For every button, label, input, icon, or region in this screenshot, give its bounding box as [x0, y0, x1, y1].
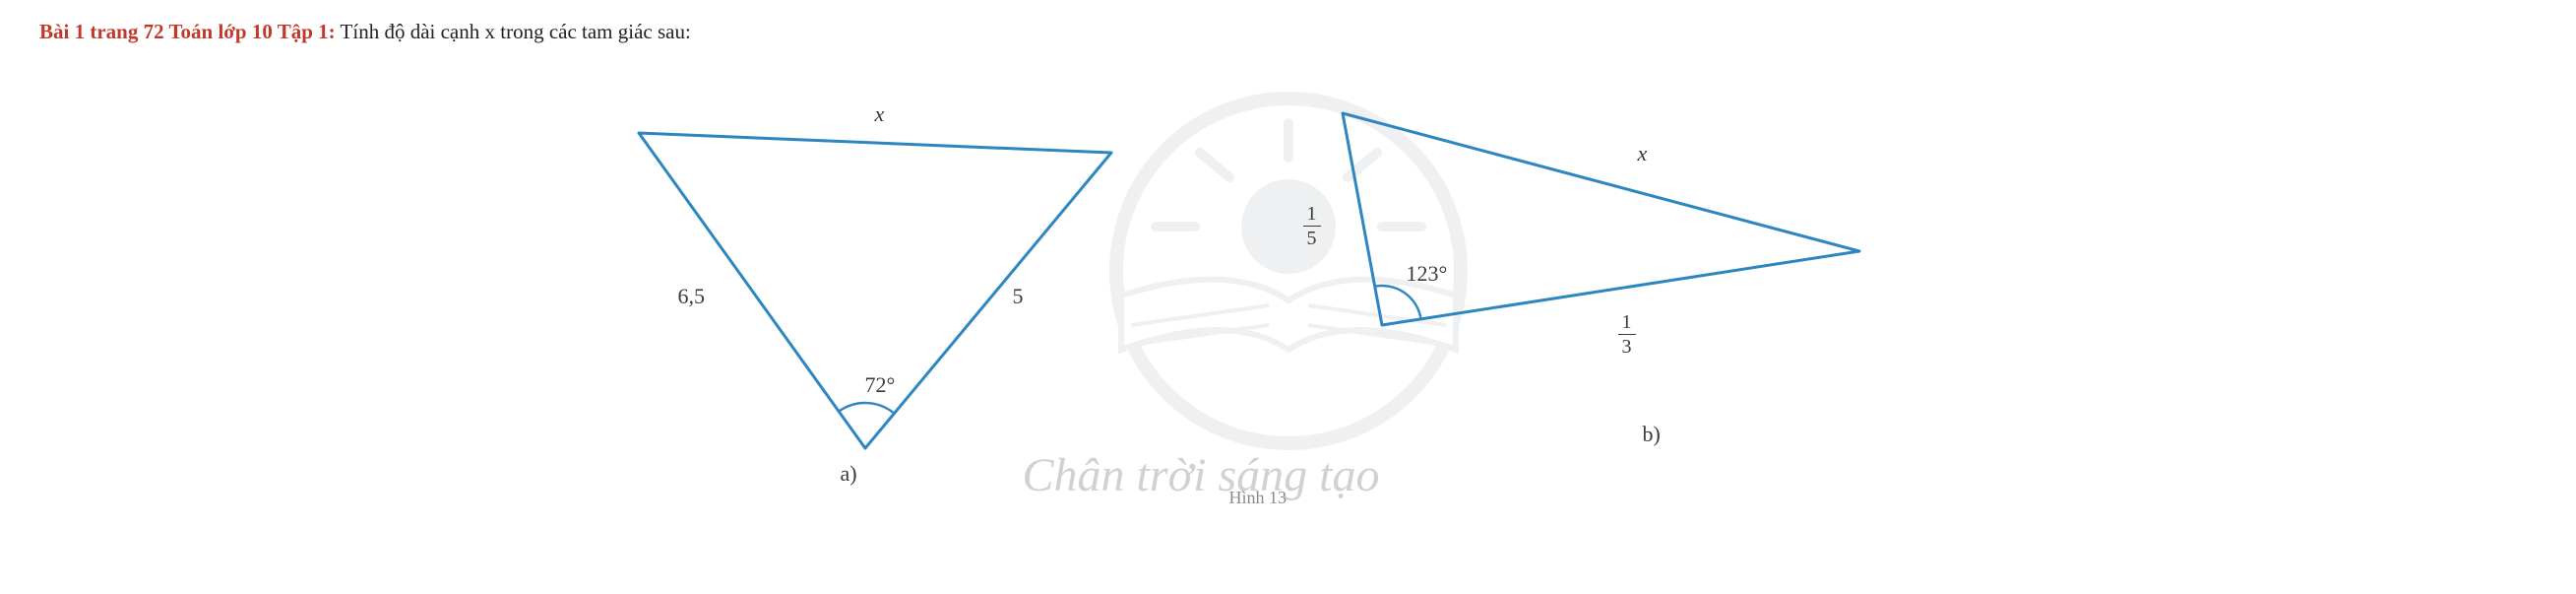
triangle-b-angle: 123° [1407, 263, 1448, 285]
frac-den: 5 [1303, 226, 1321, 248]
triangle-a-side-x: x [875, 103, 885, 125]
figure-container: Chân trời sáng tạo x 6,5 5 72° a) x 1 5 … [39, 74, 2537, 527]
frac-num: 1 [1618, 312, 1636, 334]
triangle-b-tag: b) [1643, 424, 1661, 445]
triangles-figure: Chân trời sáng tạo x 6,5 5 72° a) x 1 5 … [599, 74, 1978, 527]
frac-num: 1 [1303, 204, 1321, 226]
triangle-b-side-x: x [1638, 143, 1648, 165]
exercise-ref: Bài 1 trang 72 Toán lớp 10 Tập 1: [39, 20, 336, 43]
triangle-a-side-5: 5 [1013, 286, 1024, 307]
exercise-prompt: Tính độ dài cạnh x trong các tam giác sa… [341, 20, 691, 43]
exercise-heading: Bài 1 trang 72 Toán lớp 10 Tập 1: Tính đ… [39, 20, 2537, 44]
frac-den: 3 [1618, 334, 1636, 357]
triangle-a-side-65: 6,5 [678, 286, 706, 307]
triangle-a-tag: a) [841, 463, 857, 485]
triangle-b-side-15: 1 5 [1303, 202, 1321, 248]
triangle-a-angle: 72° [865, 374, 896, 396]
figure-caption: Hình 13 [1229, 488, 1288, 508]
triangles-svg [599, 74, 1978, 527]
triangle-b-side-13: 1 3 [1618, 310, 1636, 357]
